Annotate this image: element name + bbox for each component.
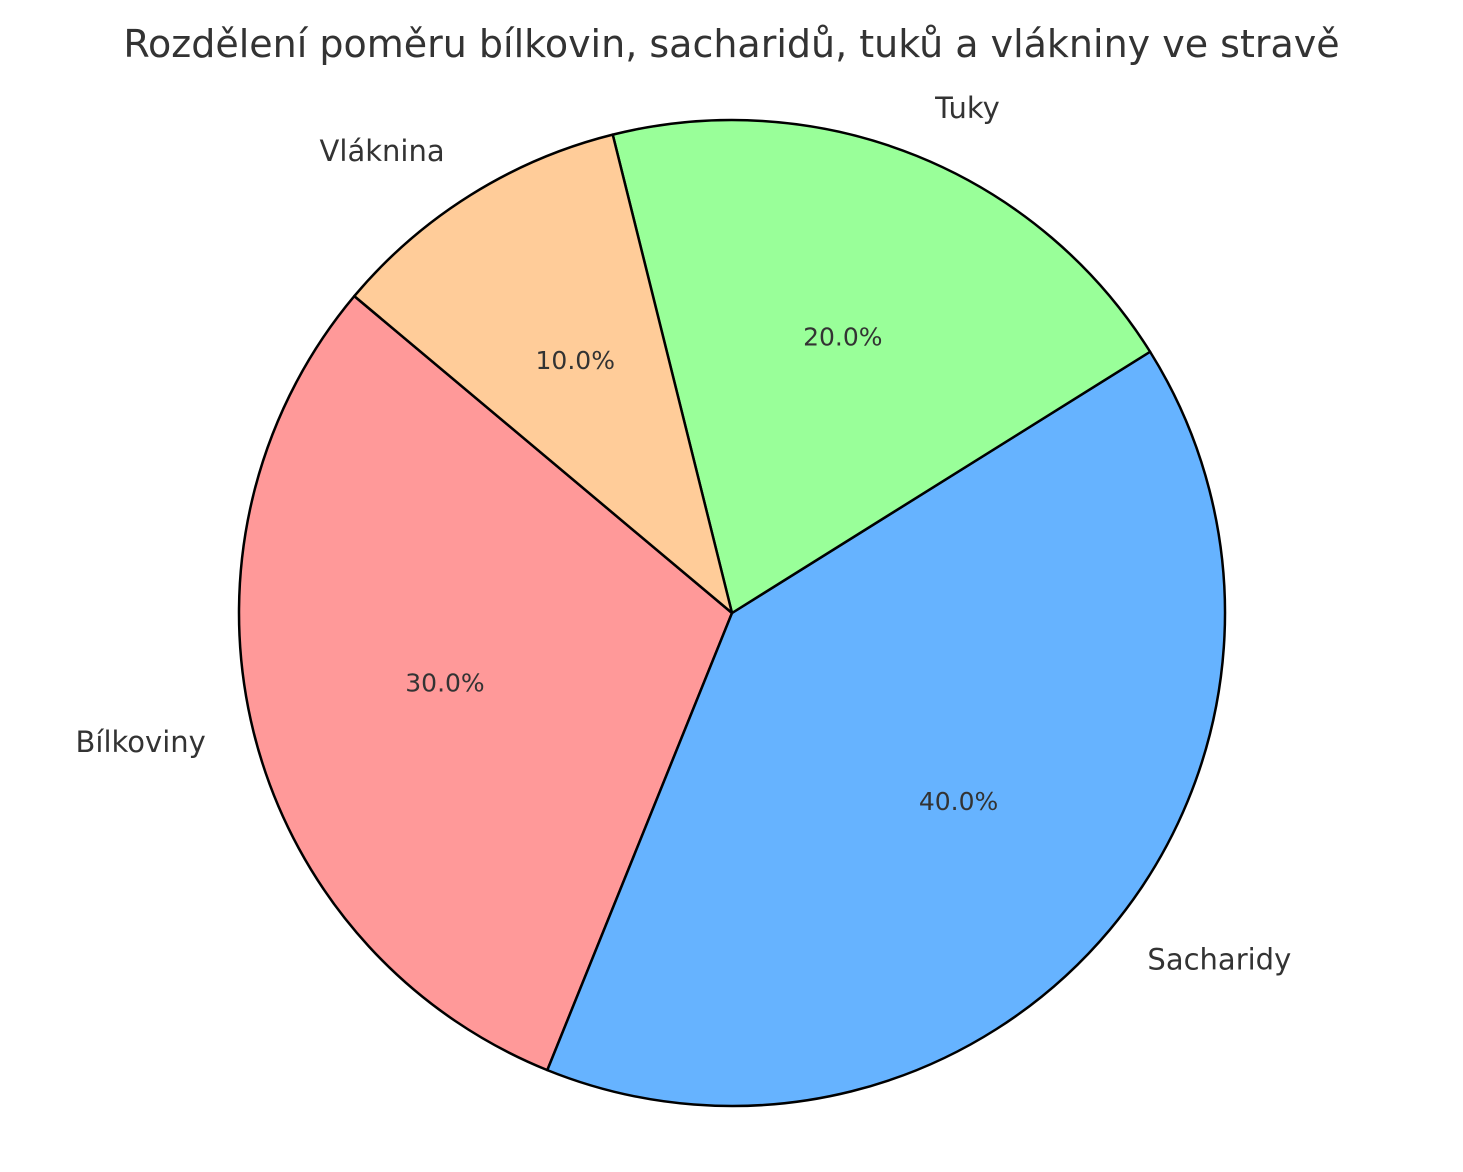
chart-title: Rozdělení poměru bílkovin, sacharidů, tu… xyxy=(123,22,1340,66)
pie-label-sacharidy: Sacharidy xyxy=(1147,943,1291,977)
pie-slice-vlaknina xyxy=(353,133,734,615)
pie-percent-bilkoviny: 30.0% xyxy=(405,669,484,698)
pie-label-tuky: Tuky xyxy=(934,91,1000,125)
pie-labels: Bílkoviny 30.0% Sacharidy 40.0% Tuky 20.0% Vlá… xyxy=(76,91,1292,976)
pie-label-bilkoviny: Bílkoviny xyxy=(76,725,206,759)
pie-percent-vlaknina: 10.0% xyxy=(536,346,615,375)
pie-percent-sacharidy: 40.0% xyxy=(919,787,998,816)
pie-slice-sacharidy xyxy=(546,350,1227,1108)
pie-slice-bilkoviny xyxy=(237,294,734,1072)
pie-percent-tuky: 20.0% xyxy=(803,323,882,352)
pie-label-vlaknina: Vláknina xyxy=(320,134,445,168)
pie-slice-tuky xyxy=(611,118,1152,615)
pie-slices xyxy=(237,118,1227,1108)
